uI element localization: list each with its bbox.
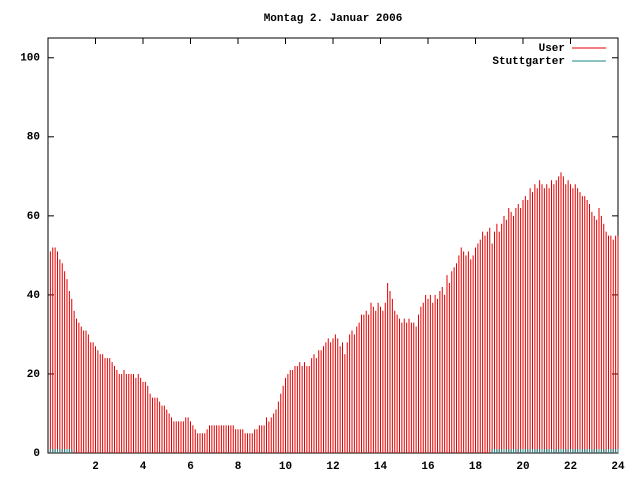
y-tick-label: 0: [33, 448, 40, 460]
legend-label: User: [539, 43, 565, 55]
y-tick-label: 40: [27, 290, 40, 302]
y-tick-label: 80: [27, 132, 40, 144]
x-tick-label: 16: [421, 461, 434, 473]
x-tick-label: 8: [235, 461, 242, 473]
y-tick-label: 60: [27, 211, 40, 223]
x-tick-label: 14: [374, 461, 388, 473]
x-tick-label: 22: [564, 461, 577, 473]
y-tick-label: 20: [27, 369, 40, 381]
x-tick-label: 6: [187, 461, 194, 473]
x-tick-label: 2: [92, 461, 99, 473]
y-tick-label: 100: [20, 53, 40, 65]
x-tick-label: 12: [326, 461, 339, 473]
x-tick-label: 10: [279, 461, 292, 473]
legend-label: Stuttgarter: [492, 56, 565, 68]
x-tick-label: 20: [516, 461, 529, 473]
x-tick-label: 18: [469, 461, 483, 473]
chart-title: Montag 2. Januar 2006: [264, 13, 403, 25]
x-tick-label: 24: [611, 461, 625, 473]
x-tick-label: 4: [140, 461, 147, 473]
